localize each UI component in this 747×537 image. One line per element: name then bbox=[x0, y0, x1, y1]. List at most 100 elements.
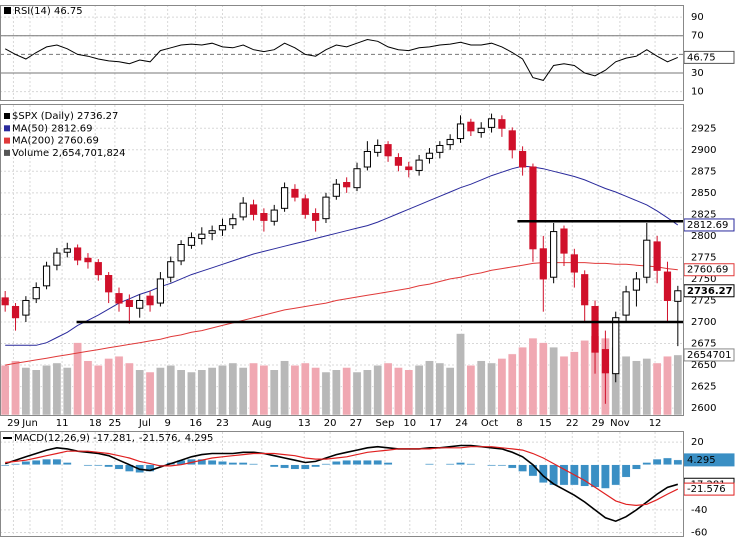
y-tick-label: 2700 bbox=[691, 317, 716, 328]
y-tick-label: 2775 bbox=[691, 252, 716, 263]
volume-bar bbox=[507, 353, 517, 416]
candle-body bbox=[374, 144, 382, 153]
value-tag: 2654701 bbox=[687, 350, 732, 361]
histogram-bar bbox=[331, 461, 341, 465]
candle-body bbox=[322, 196, 330, 220]
volume-bar bbox=[31, 369, 41, 416]
macd-line bbox=[5, 446, 679, 507]
candle-body bbox=[363, 151, 371, 168]
volume-bar bbox=[445, 367, 455, 416]
histogram-bar bbox=[456, 462, 465, 465]
y-tick-label: 2925 bbox=[691, 123, 716, 134]
x-tick-label: Nov bbox=[610, 418, 630, 429]
volume-bar bbox=[373, 364, 383, 416]
volume-bar bbox=[663, 355, 672, 416]
x-tick-label: 8 bbox=[516, 418, 522, 429]
legend-marker bbox=[4, 149, 10, 156]
histogram-bar bbox=[114, 464, 124, 470]
volume-bar bbox=[114, 355, 124, 416]
histogram-bar bbox=[104, 464, 113, 468]
candle-body bbox=[208, 230, 216, 234]
candle-body bbox=[570, 254, 578, 273]
x-tick-label: 9 bbox=[164, 418, 170, 429]
x-tick-label: Aug bbox=[252, 418, 272, 429]
volume-bar bbox=[197, 369, 207, 416]
candle-body bbox=[425, 152, 434, 159]
y-tick-label: 2875 bbox=[691, 166, 716, 177]
y-tick-label: 2850 bbox=[691, 188, 716, 199]
histogram-bar bbox=[652, 458, 662, 465]
rsi-line bbox=[4, 38, 678, 81]
x-tick-label: 20 bbox=[324, 418, 337, 429]
candle-body bbox=[167, 261, 175, 278]
volume-bar bbox=[0, 364, 10, 416]
panel-title: 4.295 bbox=[185, 433, 214, 444]
volume-bar bbox=[207, 367, 217, 416]
candle-body bbox=[394, 157, 403, 166]
candle-body bbox=[539, 248, 547, 280]
y-tick-label: 2800 bbox=[691, 231, 716, 242]
volume-bar bbox=[383, 362, 393, 416]
x-tick-label: 24 bbox=[455, 418, 468, 429]
histogram-bar bbox=[290, 464, 300, 470]
histogram-bar bbox=[352, 460, 362, 465]
x-tick-label: 13 bbox=[298, 418, 311, 429]
x-tick-label: 10 bbox=[403, 418, 416, 429]
volume-bar bbox=[93, 364, 103, 416]
volume-bar bbox=[176, 369, 186, 416]
histogram-bar bbox=[342, 460, 352, 465]
histogram-bar bbox=[611, 464, 621, 486]
histogram-bar bbox=[580, 464, 590, 487]
value-tag: 2736.27 bbox=[687, 286, 733, 297]
volume-bar bbox=[632, 360, 641, 416]
candle-body bbox=[156, 278, 165, 304]
histogram-bar bbox=[228, 462, 238, 465]
volume-bar bbox=[414, 364, 424, 416]
candle-body bbox=[415, 159, 423, 171]
macd-line bbox=[4, 444, 679, 523]
candle-body bbox=[632, 278, 641, 291]
histogram-bar bbox=[62, 462, 72, 465]
price-frame bbox=[0, 104, 684, 416]
candle-body bbox=[332, 183, 340, 197]
candle-body bbox=[187, 237, 196, 246]
y-tick-label: -40 bbox=[691, 505, 707, 516]
histogram-bar bbox=[528, 464, 538, 477]
candle-body bbox=[22, 299, 30, 316]
y-tick-label: 2600 bbox=[691, 403, 716, 414]
volume-bar bbox=[342, 367, 352, 416]
x-tick-label: 29 bbox=[7, 418, 20, 429]
histogram-bar bbox=[21, 461, 31, 465]
histogram-bar bbox=[218, 461, 227, 465]
candle-body bbox=[136, 299, 144, 309]
candle-body bbox=[32, 287, 40, 300]
panel-title: -21.576, bbox=[139, 433, 181, 444]
candle-body bbox=[63, 248, 71, 253]
x-tick-label: 23 bbox=[216, 418, 229, 429]
value-tag: 46.75 bbox=[687, 52, 716, 63]
volume-bar bbox=[394, 367, 403, 416]
histogram-bar bbox=[363, 460, 372, 465]
y-tick-label: 2725 bbox=[691, 295, 716, 306]
candle-body bbox=[291, 188, 299, 198]
volume-bar bbox=[124, 362, 134, 416]
legend-label: MA(200) 2760.69 bbox=[12, 136, 99, 147]
x-tick-label: 18 bbox=[89, 418, 102, 429]
candle-body bbox=[146, 295, 154, 306]
x-tick-label: 27 bbox=[350, 418, 363, 429]
volume-bar bbox=[580, 340, 590, 416]
legend-label: Volume 2,654,701,824 bbox=[12, 148, 126, 159]
value-tag: -21.576 bbox=[687, 484, 726, 495]
value-tag: 2760.69 bbox=[687, 265, 728, 276]
x-tick-label: Oct bbox=[481, 418, 498, 429]
candle-body bbox=[405, 166, 413, 171]
candle-body bbox=[115, 293, 123, 304]
volume-bar bbox=[135, 369, 145, 416]
volume-bar bbox=[331, 369, 341, 416]
legend-marker bbox=[4, 125, 10, 132]
candle-body bbox=[467, 121, 475, 132]
x-tick-label: 17 bbox=[429, 418, 442, 429]
volume-bar bbox=[456, 333, 465, 416]
volume-bar bbox=[290, 364, 300, 416]
